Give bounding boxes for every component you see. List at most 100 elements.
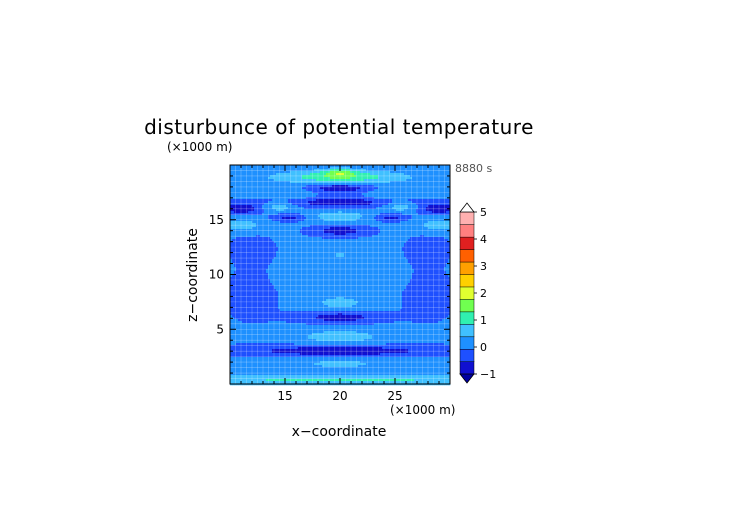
heatmap-cell (368, 193, 371, 196)
heatmap-cell (442, 243, 445, 246)
heatmap-cell (298, 253, 301, 256)
heatmap-cell (286, 179, 289, 182)
heatmap-cell (330, 169, 333, 172)
heatmap-cell (428, 241, 431, 244)
heatmap-cell (390, 221, 393, 224)
heatmap-cell (358, 249, 361, 252)
heatmap-cell (352, 249, 355, 252)
heatmap-cell (260, 209, 263, 212)
heatmap-cell (426, 173, 429, 176)
heatmap-cell (302, 167, 305, 170)
heatmap-cell (440, 171, 443, 174)
heatmap-cell (312, 173, 315, 176)
heatmap-cell (430, 221, 433, 224)
heatmap-cell (306, 167, 309, 170)
heatmap-cell (258, 231, 261, 234)
heatmap-cell (368, 205, 371, 208)
heatmap-cell (388, 193, 391, 196)
heatmap-cell (386, 217, 389, 220)
heatmap-cell (234, 215, 237, 218)
heatmap-cell (308, 251, 311, 254)
heatmap-cell (424, 183, 427, 186)
heatmap-cell (414, 175, 417, 178)
heatmap-cell (434, 203, 437, 206)
heatmap-cell (242, 169, 245, 172)
heatmap-cell (438, 195, 441, 198)
heatmap-cell (310, 243, 313, 246)
heatmap-cell (430, 215, 433, 218)
heatmap-cell (384, 175, 387, 178)
heatmap-cell (408, 181, 411, 184)
heatmap-cell (440, 207, 443, 210)
heatmap-cell (264, 233, 267, 236)
heatmap-cell (286, 171, 289, 174)
heatmap-cell (448, 199, 451, 202)
heatmap-cell (384, 237, 387, 240)
heatmap-cell (328, 199, 331, 202)
heatmap-cell (442, 165, 445, 168)
heatmap-cell (286, 215, 289, 218)
heatmap-cell (240, 177, 243, 180)
heatmap-cell (430, 185, 433, 188)
heatmap-cell (312, 199, 315, 202)
heatmap-cell (430, 171, 433, 174)
heatmap-cell (324, 181, 327, 184)
heatmap-cell (236, 199, 239, 202)
heatmap-cell (270, 217, 273, 220)
heatmap-cell (406, 197, 409, 200)
heatmap-cell (236, 239, 239, 242)
heatmap-cell (388, 177, 391, 180)
heatmap-cell (238, 191, 241, 194)
heatmap-cell (308, 201, 311, 204)
heatmap-cell (390, 187, 393, 190)
heatmap-cell (406, 239, 409, 242)
heatmap-cell (250, 203, 253, 206)
heatmap-cell (280, 219, 283, 222)
heatmap-cell (418, 187, 421, 190)
heatmap-cell (410, 175, 413, 178)
heatmap-cell (252, 193, 255, 196)
heatmap-cell (282, 211, 285, 214)
heatmap-cell (366, 203, 369, 206)
heatmap-cell (272, 165, 275, 168)
heatmap-cell (314, 249, 317, 252)
heatmap-cell (286, 253, 289, 256)
heatmap-cell (432, 173, 435, 176)
heatmap-cell (366, 221, 369, 224)
heatmap-cell (384, 239, 387, 242)
heatmap-cell (242, 183, 245, 186)
heatmap-cell (304, 207, 307, 210)
heatmap-cell (278, 251, 281, 254)
heatmap-cell (256, 197, 259, 200)
heatmap-cell (358, 173, 361, 176)
heatmap-cell (386, 185, 389, 188)
heatmap-cell (344, 177, 347, 180)
heatmap-cell (322, 173, 325, 176)
heatmap-cell (274, 175, 277, 178)
heatmap-cell (236, 185, 239, 188)
heatmap-cell (388, 249, 391, 252)
heatmap-cell (260, 189, 263, 192)
heatmap-cell (260, 175, 263, 178)
heatmap-cell (274, 189, 277, 192)
heatmap-cell (288, 189, 291, 192)
heatmap-cell (338, 207, 341, 210)
heatmap-cell (370, 253, 373, 256)
heatmap-cell (424, 191, 427, 194)
heatmap-cell (356, 203, 359, 206)
heatmap-cell (346, 185, 349, 188)
heatmap-cell (362, 237, 365, 240)
heatmap-cell (364, 205, 367, 208)
heatmap-cell (372, 173, 375, 176)
heatmap-cell (398, 193, 401, 196)
heatmap-cell (346, 221, 349, 224)
heatmap-cell (304, 251, 307, 254)
heatmap-cell (264, 165, 267, 168)
heatmap-cell (402, 221, 405, 224)
heatmap-cell (412, 183, 415, 186)
heatmap-cell (396, 197, 399, 200)
heatmap-cell (398, 211, 401, 214)
heatmap-cell (274, 205, 277, 208)
heatmap-cell (262, 203, 265, 206)
heatmap-cell (266, 239, 269, 242)
